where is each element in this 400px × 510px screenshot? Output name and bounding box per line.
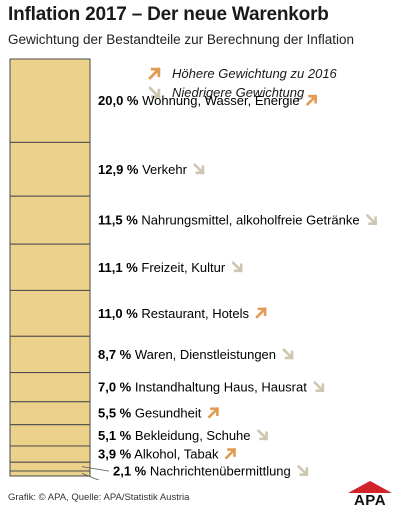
- svg-text:11,5 % Nahrungsmittel, alkohol: 11,5 % Nahrungsmittel, alkoholfreie Getr…: [98, 213, 360, 228]
- value-label-11: 2,1 %: [113, 464, 147, 479]
- category-label-2: Verkehr: [138, 162, 187, 177]
- chart-title: Inflation 2017 – Der neue Warenkorb: [8, 4, 329, 25]
- value-label-10: 3,9 %: [98, 447, 132, 462]
- svg-text:11,0 % Restaurant, Hotels: 11,0 % Restaurant, Hotels: [98, 306, 250, 321]
- value-label-2: 12,9 %: [98, 162, 139, 177]
- category-label-8: Gesundheit: [131, 406, 201, 421]
- value-label-8: 5,5 %: [98, 406, 132, 421]
- arrow-down-right-icon: [148, 86, 161, 99]
- category-label-10: Alkohol, Tabak: [131, 447, 219, 462]
- segment-label-5: 11,0 % Restaurant, Hotels: [98, 306, 250, 321]
- svg-text:3,9 % Alkohol, Tabak: 3,9 % Alkohol, Tabak: [98, 447, 219, 462]
- legend-item-higher: Höhere Gewichtung zu 2016: [148, 64, 337, 83]
- arrow-down-right-icon: [296, 464, 309, 477]
- apa-logo-text: APA: [353, 492, 387, 509]
- svg-text:7,0 % Instandhaltung Haus, Hau: 7,0 % Instandhaltung Haus, Hausrat: [98, 380, 307, 395]
- segment-label-7: 7,0 % Instandhaltung Haus, Hausrat: [98, 380, 307, 395]
- bar-segment-7: [9, 372, 91, 403]
- source-note: Grafik: © APA, Quelle: APA/Statistik Aus…: [8, 492, 190, 503]
- svg-text:20,0 % Wohnung, Wasser, Energi: 20,0 % Wohnung, Wasser, Energie: [98, 93, 300, 108]
- legend: Höhere Gewichtung zu 2016 Niedrigere Gew…: [148, 64, 337, 102]
- category-label-3: Nahrungsmittel, alkoholfreie Getränke: [138, 213, 360, 228]
- bar-segment-9: [9, 424, 91, 447]
- svg-text:12,9 % Verkehr: 12,9 % Verkehr: [98, 162, 188, 177]
- bar-segment-5: [9, 289, 91, 337]
- category-label-1: Wohnung, Wasser, Energie: [138, 93, 299, 108]
- bar-segment-11: [9, 461, 91, 472]
- value-label-1: 20,0 %: [98, 93, 139, 108]
- value-label-5: 11,0 %: [98, 306, 138, 321]
- arrow-down-right-icon: [193, 162, 205, 175]
- category-label-9: Bekleidung, Schuhe: [131, 428, 250, 443]
- arrow-up-right-icon: [224, 447, 237, 460]
- svg-text:5,5 % Gesundheit: 5,5 % Gesundheit: [98, 406, 202, 421]
- segment-label-4: 11,1 % Freizeit, Kultur: [98, 260, 226, 275]
- value-label-9: 5,1 %: [98, 428, 132, 443]
- legend-label-lower: Niedrigere Gewichtung: [172, 85, 305, 100]
- value-label-7: 7,0 %: [98, 380, 132, 395]
- legend-label-higher: Höhere Gewichtung zu 2016: [172, 66, 337, 81]
- segment-label-2: 12,9 % Verkehr: [98, 162, 188, 177]
- arrow-up-right-icon: [305, 94, 318, 107]
- bar-segment-6: [9, 335, 91, 374]
- category-label-7: Instandhaltung Haus, Hausrat: [131, 380, 307, 395]
- arrow-down-right-icon: [256, 429, 269, 441]
- svg-text:8,7 % Waren, Dienstleistungen: 8,7 % Waren, Dienstleistungen: [98, 347, 276, 362]
- bar-segment-3: [9, 195, 91, 245]
- value-label-6: 8,7 %: [98, 347, 132, 362]
- value-label-4: 11,1 %: [98, 260, 138, 275]
- bar-segment-8: [9, 401, 91, 426]
- chart-subtitle: Gewichtung der Bestandteile zur Berechnu…: [8, 32, 354, 47]
- bar-segment-4: [9, 243, 91, 291]
- bar-segment-2: [9, 141, 91, 197]
- stacked-weight-chart: 20,0 % Wohnung, Wasser, Energie 12,9 % Ve…: [9, 58, 378, 480]
- leader-line-12: [81, 473, 100, 480]
- segment-label-9: 5,1 % Bekleidung, Schuhe: [98, 428, 251, 443]
- apa-logo: APA: [348, 481, 392, 509]
- segment-label-6: 8,7 % Waren, Dienstleistungen: [98, 347, 276, 362]
- arrow-down-right-icon: [231, 260, 244, 273]
- bar-segment-10: [9, 445, 91, 463]
- segment-label-1: 20,0 % Wohnung, Wasser, Energie: [98, 93, 300, 108]
- svg-text:5,1 % Bekleidung, Schuhe: 5,1 % Bekleidung, Schuhe: [98, 428, 251, 443]
- arrow-down-right-icon: [313, 380, 325, 393]
- arrow-up-right-icon: [207, 406, 220, 419]
- category-label-5: Restaurant, Hotels: [138, 306, 250, 321]
- segment-label-12: 1,2 % Erziehung, Unterricht: [81, 473, 100, 480]
- category-label-4: Freizeit, Kultur: [138, 260, 226, 275]
- segment-label-11: 2,1 % Nachrichtenübermittlung: [81, 464, 291, 479]
- arrow-up-right-icon: [255, 307, 267, 319]
- value-label-3: 11,5 %: [98, 213, 138, 228]
- arrow-down-right-icon: [282, 348, 294, 360]
- svg-text:2,1 % Nachrichtenübermittlung: 2,1 % Nachrichtenübermittlung: [113, 464, 291, 479]
- segment-label-10: 3,9 % Alkohol, Tabak: [98, 447, 219, 462]
- category-label-6: Waren, Dienstleistungen: [131, 347, 276, 362]
- arrow-up-right-icon: [148, 67, 161, 80]
- bar-segment-1: [9, 58, 91, 143]
- svg-text:11,1 % Freizeit, Kultur: 11,1 % Freizeit, Kultur: [98, 260, 226, 275]
- apa-logo-mark: [348, 481, 392, 493]
- category-label-11: Nachrichtenübermittlung: [146, 464, 291, 479]
- segment-label-8: 5,5 % Gesundheit: [98, 406, 202, 421]
- arrow-down-right-icon: [365, 213, 378, 226]
- leader-line-11: [81, 466, 110, 472]
- segment-label-3: 11,5 % Nahrungsmittel, alkoholfreie Getr…: [98, 213, 360, 228]
- legend-item-lower: Niedrigere Gewichtung: [148, 83, 337, 102]
- bar-segment-12: [9, 470, 91, 477]
